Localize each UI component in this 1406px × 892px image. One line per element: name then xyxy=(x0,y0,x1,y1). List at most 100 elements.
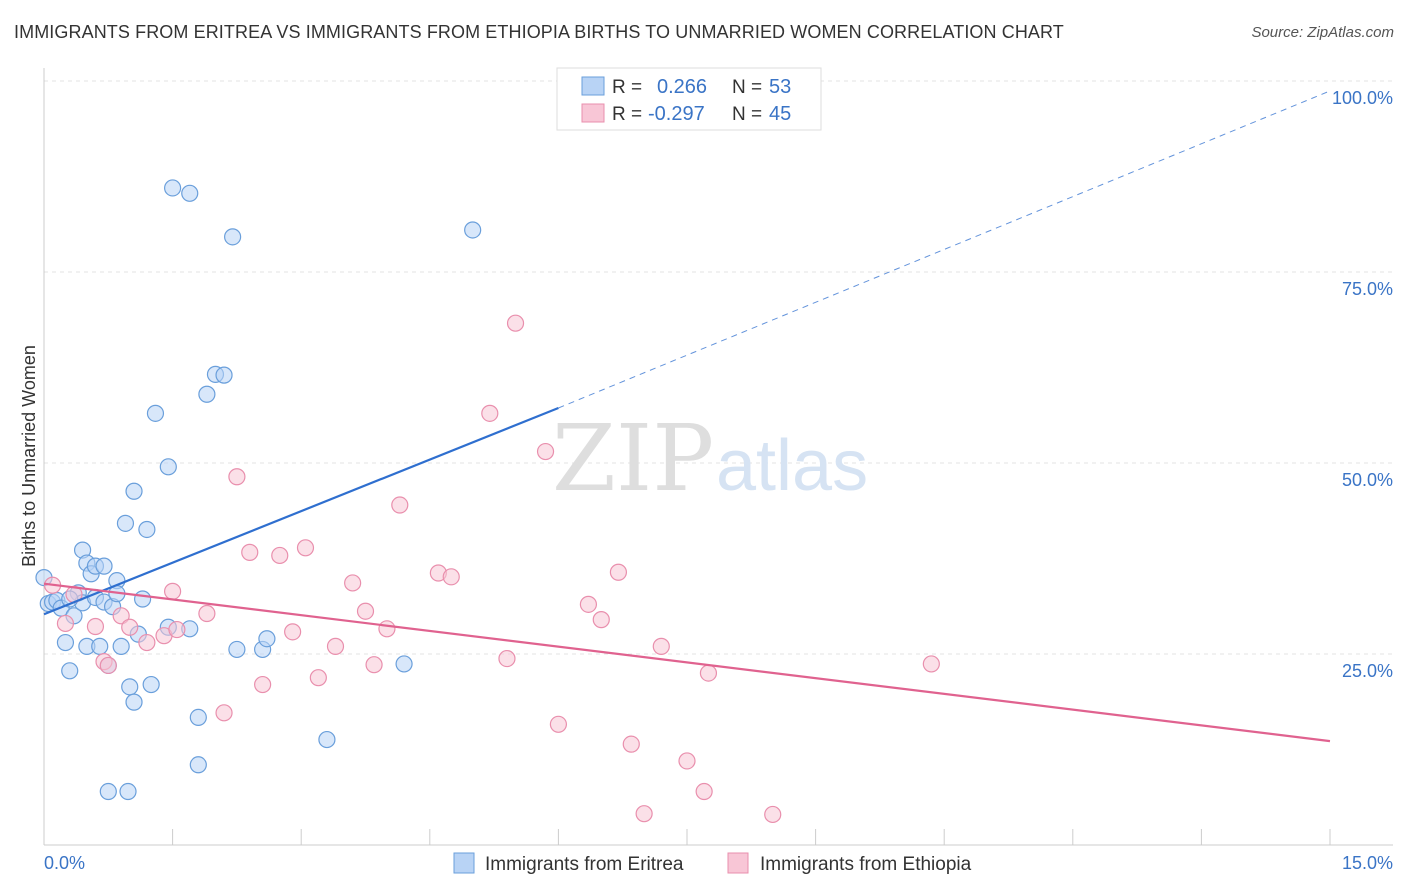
ethiopia-point xyxy=(138,633,156,652)
ethiopia-point xyxy=(609,563,628,581)
eritrea-point xyxy=(189,708,207,727)
eritrea-point xyxy=(258,630,276,648)
ethiopia-point xyxy=(622,735,640,753)
legend: Immigrants from Eritrea Immigrants from … xyxy=(453,852,972,875)
eritrea-point xyxy=(121,678,139,696)
eritrea-point xyxy=(133,590,152,608)
stats-r-label-eritrea: R = xyxy=(612,77,642,98)
eritrea-trend-line xyxy=(43,406,559,616)
y-tick-label: 75.0% xyxy=(1342,279,1393,299)
eritrea-point xyxy=(181,184,199,202)
ethiopia-points xyxy=(43,314,940,824)
ethiopia-point xyxy=(391,496,409,514)
y-tick-label: 25.0% xyxy=(1342,661,1393,681)
stats-swatch-ethiopia xyxy=(581,103,605,123)
eritrea-point xyxy=(189,756,207,774)
eritrea-point xyxy=(138,520,156,539)
ethiopia-point xyxy=(241,543,259,561)
ethiopia-point xyxy=(652,637,670,655)
stats-box: R = 0.266 N = 53 R = -0.297 N = 45 xyxy=(556,67,822,131)
eritrea-point xyxy=(95,557,113,575)
ethiopia-point xyxy=(296,539,315,557)
legend-swatch-eritrea xyxy=(453,852,475,874)
eritrea-point xyxy=(142,675,160,694)
ethiopia-point xyxy=(215,704,233,722)
grid-layer xyxy=(44,80,1393,655)
y-axis-label: Births to Unmarried Women xyxy=(19,345,39,567)
ethiopia-point xyxy=(284,623,302,641)
ethiopia-point xyxy=(592,611,610,629)
ethiopia-point xyxy=(536,442,555,461)
stats-n-ethiopia: 45 xyxy=(769,103,791,125)
ethiopia-point xyxy=(481,404,499,422)
eritrea-point xyxy=(146,404,165,422)
eritrea-point xyxy=(224,228,242,246)
chart-title: IMMIGRANTS FROM ERITREA VS IMMIGRANTS FR… xyxy=(14,22,1064,42)
ethiopia-point xyxy=(198,604,216,623)
ethiopia-point xyxy=(365,656,383,674)
ethiopia-point xyxy=(112,607,130,625)
eritrea-point xyxy=(228,640,246,659)
stats-r-label-ethiopia: R = xyxy=(612,104,642,125)
ethiopia-point xyxy=(378,620,396,638)
ethiopia-point xyxy=(99,656,117,675)
stats-r-ethiopia: -0.297 xyxy=(648,103,705,125)
tick-layer: 25.0% 50.0% 75.0% 100.0% 0.0% 15.0% xyxy=(43,88,1393,873)
legend-swatch-ethiopia xyxy=(727,852,749,874)
stats-r-eritrea: 0.266 xyxy=(657,76,707,98)
eritrea-point xyxy=(99,782,117,801)
legend-label-ethiopia: Immigrants from Ethiopia xyxy=(760,854,972,875)
eritrea-point xyxy=(215,366,233,384)
stats-n-label-eritrea: N = xyxy=(732,77,762,98)
ethiopia-point xyxy=(549,715,568,733)
ethiopia-point xyxy=(764,805,782,824)
ethiopia-point xyxy=(635,805,653,823)
stats-swatch-eritrea xyxy=(581,76,605,96)
ethiopia-point xyxy=(168,620,186,639)
eritrea-point xyxy=(125,482,143,500)
eritrea-point xyxy=(464,221,482,239)
ethiopia-trend-line xyxy=(43,582,1331,743)
ethiopia-point xyxy=(922,655,940,673)
eritrea-point xyxy=(112,637,130,655)
eritrea-point xyxy=(61,662,79,680)
ethiopia-point xyxy=(56,614,75,633)
legend-label-eritrea: Immigrants from Eritrea xyxy=(485,854,684,875)
y-tick-label: 100.0% xyxy=(1332,88,1393,108)
ethiopia-point xyxy=(164,582,182,600)
eritrea-point xyxy=(159,458,177,476)
eritrea-point xyxy=(125,693,143,711)
eritrea-point xyxy=(198,385,216,403)
eritrea-point xyxy=(318,730,336,749)
ethiopia-point xyxy=(271,546,289,565)
eritrea-point xyxy=(116,514,135,532)
y-tick-label: 50.0% xyxy=(1342,470,1393,490)
ethiopia-point xyxy=(498,649,516,668)
ethiopia-point xyxy=(442,568,460,586)
x-tick-label: 0.0% xyxy=(44,853,85,873)
eritrea-point xyxy=(56,633,75,652)
watermark-zip: ZIP xyxy=(552,405,714,512)
eritrea-point xyxy=(119,782,137,801)
x-tick-label: 15.0% xyxy=(1342,853,1393,873)
axis-layer xyxy=(43,68,1393,846)
ethiopia-point xyxy=(344,574,362,592)
eritrea-point xyxy=(164,179,182,197)
eritrea-points xyxy=(35,179,482,801)
ethiopia-point xyxy=(121,618,139,636)
stats-n-label-ethiopia: N = xyxy=(732,104,762,125)
ethiopia-point xyxy=(678,752,696,770)
ethiopia-point xyxy=(695,782,713,801)
stats-n-eritrea: 53 xyxy=(769,76,791,98)
ethiopia-point xyxy=(309,669,327,687)
watermark: ZIP atlas xyxy=(552,405,868,512)
ethiopia-point xyxy=(506,314,525,332)
ethiopia-point xyxy=(699,664,718,682)
ethiopia-point xyxy=(254,675,272,694)
ethiopia-point xyxy=(356,602,375,620)
ethiopia-point xyxy=(86,617,105,636)
watermark-atlas: atlas xyxy=(716,426,868,506)
ethiopia-point xyxy=(228,468,246,486)
ethiopia-point xyxy=(579,595,598,613)
